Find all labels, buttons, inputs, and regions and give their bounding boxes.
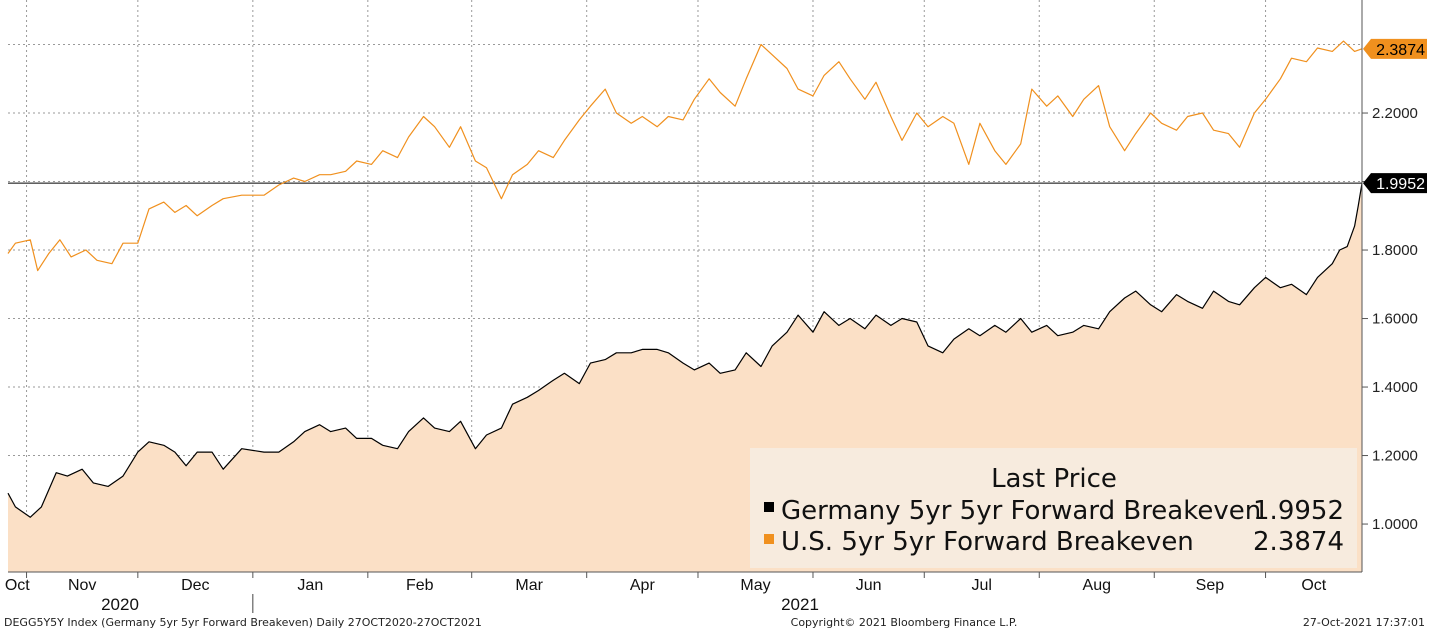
last-price-badge-us <box>1363 38 1427 59</box>
footer-right: 27-Oct-2021 17:37:01 <box>1303 616 1425 629</box>
legend-box <box>750 448 1357 568</box>
y-tick-label: 2.2000 <box>1372 105 1418 122</box>
x-tick-label: Apr <box>630 577 656 594</box>
x-tick-label: May <box>740 577 770 594</box>
last-price-badge-germany-label: 1.9952 <box>1376 176 1425 193</box>
x-tick-label: Oct <box>5 577 30 594</box>
line-layer <box>7 40 1363 518</box>
x-tick-label: Jun <box>856 577 882 594</box>
year-label: 2021 <box>781 595 819 614</box>
legend-title: Last Price <box>991 464 1117 494</box>
x-tick-label: Nov <box>68 577 96 594</box>
legend: Last Price Germany 5yr 5yr Forward Break… <box>750 448 1357 568</box>
x-tick-label: Oct <box>1301 577 1326 594</box>
x-tick-label: Sep <box>1196 577 1225 594</box>
x-tick-label: Feb <box>406 577 434 594</box>
legend-value-us: 2.3874 <box>1253 527 1344 557</box>
x-tick-label: Jul <box>972 577 992 594</box>
y-tick-label: 1.0000 <box>1372 516 1418 533</box>
legend-marker-us <box>764 534 774 544</box>
x-tick-label: Dec <box>181 577 209 594</box>
footer-center: Copyright© 2021 Bloomberg Finance L.P. <box>791 616 1018 629</box>
y-tick-label: 1.2000 <box>1372 448 1418 465</box>
year-label: 2020 <box>101 595 139 614</box>
last-price-badge-us-label: 2.3874 <box>1376 42 1425 59</box>
y-tick-label: 1.6000 <box>1372 311 1418 328</box>
legend-label-us: U.S. 5yr 5yr Forward Breakeven <box>781 527 1194 557</box>
footer-left: DEGG5Y5Y Index (Germany 5yr 5yr Forward … <box>4 616 482 629</box>
legend-marker-germany <box>764 502 774 512</box>
x-tick-label: Jan <box>297 577 323 594</box>
legend-value-germany: 1.9952 <box>1253 496 1344 526</box>
legend-label-germany: Germany 5yr 5yr Forward Breakeven <box>781 496 1261 526</box>
y-tick-label: 1.8000 <box>1372 242 1418 259</box>
series-line-germany <box>7 183 1363 518</box>
last-value-badges: 1.9952 2.3874 <box>1363 38 1427 194</box>
x-tick-label: Mar <box>515 577 543 594</box>
series-line-us <box>7 40 1363 272</box>
y-tick-label: 1.4000 <box>1372 379 1418 396</box>
x-tick-label: Aug <box>1083 577 1111 594</box>
last-price-badge-germany <box>1363 173 1427 194</box>
axes: Oct Nov Dec Jan Feb Mar Apr May Jun Jul Aug Sep Oct 2… <box>5 0 1418 614</box>
